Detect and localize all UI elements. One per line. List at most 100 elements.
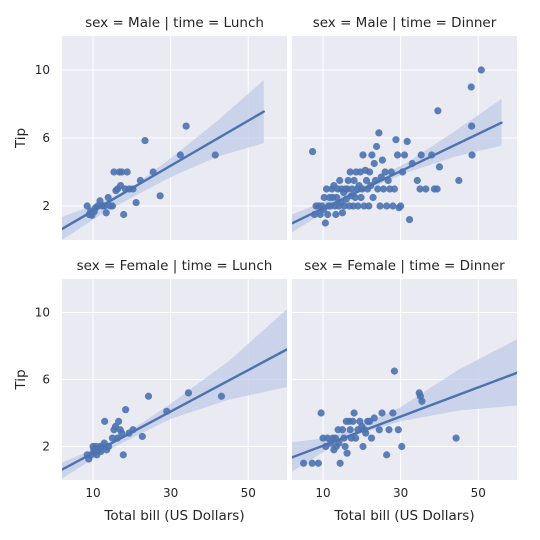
scatter-point <box>346 168 354 176</box>
scatter-point <box>417 151 425 159</box>
scatter-point <box>376 202 384 210</box>
plot-area <box>292 66 503 233</box>
scatter-point <box>119 451 127 459</box>
scatter-point <box>314 459 322 467</box>
x-tick-label: 50 <box>471 486 486 500</box>
scatter-point <box>118 168 126 176</box>
scatter-point <box>352 434 360 442</box>
scatter-point <box>338 209 347 217</box>
scatter-point <box>324 210 332 219</box>
scatter-point <box>372 142 381 151</box>
scatter-point <box>357 193 365 202</box>
x-tick-label: 50 <box>241 486 256 500</box>
plot-area <box>292 339 517 472</box>
scatter-point <box>379 185 388 193</box>
scatter-point <box>394 426 402 434</box>
scatter-point <box>383 202 391 210</box>
scatter-point <box>138 432 146 441</box>
scatter-point <box>83 202 91 210</box>
scatter-point <box>385 426 393 434</box>
scatter-point <box>341 442 349 451</box>
scatter-point <box>102 209 110 217</box>
scatter-point <box>115 417 123 425</box>
y-axis-label: Tip <box>13 369 29 390</box>
facet-title: sex = Female | time = Dinner <box>304 258 505 274</box>
y-tick-label: 6 <box>42 131 50 145</box>
scatter-point <box>300 459 308 467</box>
scatter-point <box>333 193 341 202</box>
scatter-point <box>362 176 371 185</box>
facet-panel-4: sex = Female | time = Dinner 10 30 50 Total … <box>292 258 517 524</box>
scatter-point <box>433 185 441 193</box>
scatter-point <box>349 417 357 425</box>
facet-panel-1: sex = Male | time = Lunch 2 6 10 Tip <box>13 15 287 240</box>
scatter-point <box>344 176 352 185</box>
scatter-point <box>340 202 348 210</box>
scatter-point <box>368 151 376 159</box>
scatter-point <box>141 136 149 145</box>
scatter-point <box>378 156 386 164</box>
scatter-point <box>413 176 421 185</box>
scatter-point <box>393 151 402 159</box>
y-tick-label: 10 <box>35 306 50 320</box>
facet-title: sex = Male | time = Lunch <box>85 15 264 31</box>
y-tick-label: 6 <box>42 373 50 387</box>
scatter-point <box>370 414 378 422</box>
scatter-point <box>108 434 117 442</box>
scatter-point <box>156 192 164 200</box>
x-tick-label: 10 <box>315 486 330 500</box>
facet-panel-2: sex = Male | time = Dinner <box>292 15 517 240</box>
x-tick-label: 30 <box>393 486 408 500</box>
scatter-point <box>343 449 351 457</box>
scatter-point <box>182 122 190 130</box>
regression-line <box>292 121 503 225</box>
scatter-point <box>452 434 460 442</box>
scatter-point <box>416 392 425 400</box>
scatter-point <box>392 136 400 144</box>
facet-panel-3: sex = Female | time = Lunch 2 6 10 Tip 10 30 50… <box>13 258 287 524</box>
scatter-point <box>477 66 485 74</box>
scatter-point <box>390 185 399 193</box>
scatter-point <box>468 122 476 130</box>
scatter-point <box>389 409 397 417</box>
scatter-point <box>122 406 130 414</box>
scatter-point <box>317 409 325 417</box>
scatter-point <box>336 459 344 467</box>
scatter-point <box>397 202 405 210</box>
scatter-point <box>359 442 367 451</box>
x-tick-label: 30 <box>163 486 178 500</box>
y-axis-label: Tip <box>13 128 29 149</box>
scatter-point <box>346 426 354 434</box>
scatter-point <box>359 151 367 159</box>
scatter-point <box>120 210 128 219</box>
scatter-point <box>132 199 140 207</box>
scatter-point <box>118 429 126 437</box>
scatter-point <box>455 176 463 185</box>
scatter-point <box>405 216 414 224</box>
scatter-point <box>354 202 362 210</box>
plot-area <box>62 309 287 479</box>
scatter-point <box>416 185 424 193</box>
scatter-point <box>468 151 476 159</box>
y-tick-label: 2 <box>42 199 50 213</box>
scatter-point <box>110 168 118 176</box>
scatter-point <box>144 392 153 400</box>
scatter-point <box>322 185 331 193</box>
scatter-point <box>320 193 328 202</box>
scatter-point <box>104 193 112 202</box>
scatter-point <box>381 168 389 176</box>
facet-title: sex = Male | time = Dinner <box>313 15 497 31</box>
scatter-point <box>350 409 358 417</box>
scatter-point <box>403 137 411 145</box>
scatter-point <box>375 129 383 137</box>
scatter-point <box>321 219 329 227</box>
scatter-point <box>184 389 193 397</box>
regression-line <box>62 110 265 231</box>
scatter-point <box>467 83 475 91</box>
x-axis-label: Total bill (US Dollars) <box>333 508 474 524</box>
scatter-point <box>398 442 406 451</box>
scatter-point <box>375 426 383 434</box>
scatter-point <box>308 459 316 467</box>
plot-area <box>62 80 265 240</box>
